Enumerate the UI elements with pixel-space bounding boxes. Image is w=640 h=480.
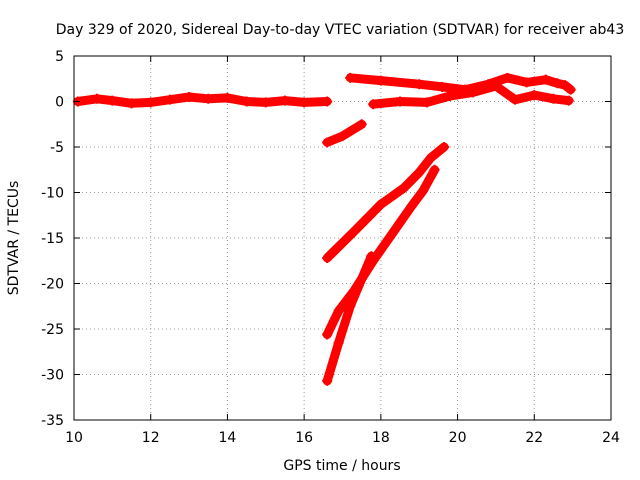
x-tick-labels: 10 12 14 16 18 20 22 24 <box>65 430 620 446</box>
data-point-marker <box>126 98 137 109</box>
data-point-marker <box>387 228 398 239</box>
y-tick-label: -15 <box>41 231 64 247</box>
series-arc-6 <box>322 165 440 339</box>
y-tick-label: -10 <box>41 186 64 202</box>
y-tick-label: -5 <box>50 140 64 156</box>
y-tick-label: -35 <box>41 413 64 429</box>
series-arc-2 <box>322 119 367 147</box>
data-point-marker <box>398 182 409 193</box>
data-point-marker <box>529 90 540 101</box>
data-point-marker <box>375 199 386 210</box>
data-series <box>72 72 576 386</box>
data-point-marker <box>145 97 156 108</box>
x-tick-label: 10 <box>65 430 83 446</box>
data-point-marker <box>333 337 344 348</box>
y-tick-label: 0 <box>55 95 64 111</box>
data-point-marker <box>322 253 333 264</box>
data-point-marker <box>414 79 425 90</box>
y-tick-label: 5 <box>55 49 64 65</box>
data-point-marker <box>164 94 175 105</box>
data-point-marker <box>222 92 233 103</box>
data-point-marker <box>333 305 344 316</box>
data-point-marker <box>345 72 356 83</box>
data-point-marker <box>521 77 532 88</box>
x-tick-label: 14 <box>219 430 237 446</box>
data-point-marker <box>510 94 521 105</box>
x-tick-label: 22 <box>525 430 543 446</box>
y-tick-label: -30 <box>41 368 64 384</box>
data-point-marker <box>414 167 425 178</box>
x-tick-label: 12 <box>142 430 160 446</box>
data-point-marker <box>299 97 310 108</box>
x-tick-label: 20 <box>449 430 467 446</box>
data-point-marker <box>356 119 367 130</box>
data-point-marker <box>184 91 195 102</box>
data-point-marker <box>565 84 576 95</box>
chart-title: Day 329 of 2020, Sidereal Day-to-day VTE… <box>56 22 625 38</box>
data-point-marker <box>540 74 551 85</box>
y-tick-label: -20 <box>41 277 64 293</box>
data-point-marker <box>418 185 429 196</box>
data-point-marker <box>467 87 478 98</box>
data-point-marker <box>241 96 252 107</box>
data-point-marker <box>375 75 386 86</box>
data-point-marker <box>92 93 103 104</box>
data-point-marker <box>322 137 333 148</box>
data-point-marker <box>368 99 379 110</box>
data-point-marker <box>437 81 448 92</box>
y-tick-label: -25 <box>41 322 64 338</box>
data-point-marker <box>548 93 559 104</box>
x-tick-label: 24 <box>602 430 620 446</box>
data-point-marker <box>395 96 406 107</box>
data-point-marker <box>502 72 513 83</box>
data-point-marker <box>429 164 440 175</box>
data-point-marker <box>563 95 574 106</box>
data-point-marker <box>322 329 333 340</box>
data-point-marker <box>337 131 348 142</box>
y-tick-labels: 5 0 -5 -10 -15 -20 -25 -30 -35 <box>41 49 64 429</box>
data-point-marker <box>444 91 455 102</box>
data-point-marker <box>349 226 360 237</box>
data-point-marker <box>322 375 333 386</box>
data-point-marker <box>421 97 432 108</box>
series-arc-4 <box>368 81 574 109</box>
data-point-marker <box>107 95 118 106</box>
data-point-marker <box>552 78 563 89</box>
data-point-marker <box>345 301 356 312</box>
data-point-marker <box>366 251 377 262</box>
data-point-marker <box>490 81 501 92</box>
data-point-marker <box>203 93 214 104</box>
data-point-marker <box>406 201 417 212</box>
data-point-marker <box>356 273 367 284</box>
x-tick-label: 18 <box>372 430 390 446</box>
x-axis-label: GPS time / hours <box>283 458 400 474</box>
data-point-marker <box>322 96 333 107</box>
x-tick-label: 16 <box>295 430 313 446</box>
data-point-marker <box>260 97 271 108</box>
axis-ticks <box>73 55 612 421</box>
data-point-marker <box>279 95 290 106</box>
data-point-marker <box>425 152 436 163</box>
y-axis-label: SDTVAR / TECUs <box>6 181 22 296</box>
data-point-marker <box>439 142 450 152</box>
data-point-marker <box>559 80 570 91</box>
